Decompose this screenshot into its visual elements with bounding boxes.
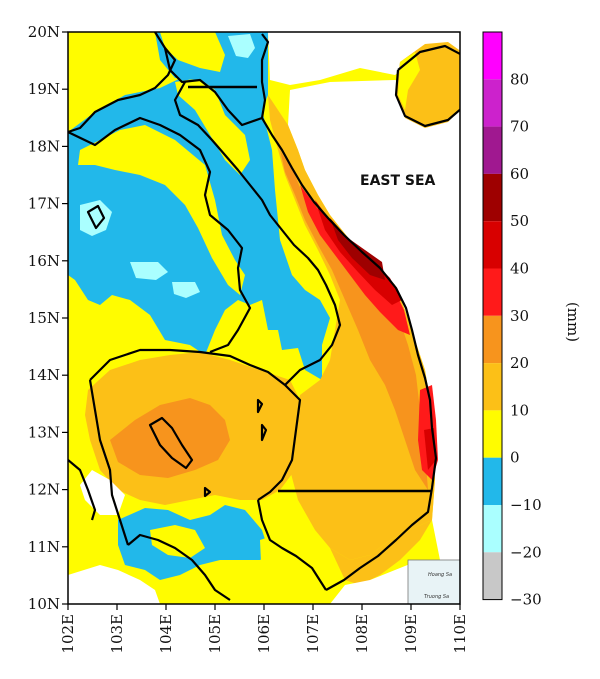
- east-sea-area: [288, 80, 460, 604]
- colorbar-frame: [482, 31, 503, 601]
- colorbar-tick-label: 70: [510, 118, 529, 136]
- lon-tick-label: 105E: [206, 614, 224, 654]
- east-sea-label: EAST SEA: [360, 173, 436, 189]
- colorbar-tick-label: −20: [510, 543, 542, 561]
- light-cyan-spot-north: [228, 34, 255, 58]
- colorbar-swatch: [483, 221, 502, 269]
- colorbar-tick-label: −10: [510, 496, 542, 514]
- colorbar-swatch: [483, 79, 502, 127]
- country-boundaries: [68, 32, 460, 601]
- lat-tick-label: 15N: [28, 309, 60, 327]
- lat-tick-label: 12N: [28, 481, 60, 499]
- map-plot-area: Hoang Sa Truong Sa: [68, 32, 460, 604]
- lat-tick-label: 19N: [28, 80, 60, 98]
- colorbar-swatch: [483, 410, 502, 458]
- lon-tick-label: 104E: [157, 614, 175, 654]
- colorbar: 80 70 60 50 40 30 20 10 0 −10 −20 −30: [482, 31, 542, 609]
- lon-tick-label: 110E: [451, 614, 469, 654]
- lon-tick-label: 102E: [59, 614, 77, 654]
- colorbar-swatch: [483, 363, 502, 411]
- latitude-axis: 20N 19N 18N 17N 16N 15N 14N 13N 12N 11N 10N: [28, 23, 68, 613]
- lat-tick-label: 20N: [28, 23, 60, 41]
- lat-tick-label: 11N: [28, 538, 60, 556]
- islands-inset-box: [407, 559, 460, 604]
- lat-tick-label: 18N: [28, 137, 60, 155]
- lat-tick-label: 10N: [28, 595, 60, 613]
- colorbar-swatch: [483, 315, 502, 364]
- lon-tick-label: 108E: [353, 614, 371, 654]
- inset-label-truong-sa: Truong Sa: [424, 594, 449, 600]
- colorbar-swatch: [483, 173, 502, 222]
- longitude-axis: 102E 103E 104E 105E 106E 107E 108E 109E 110E: [59, 604, 469, 654]
- inset-label-hoang-sa: Hoang Sa: [428, 572, 452, 578]
- lat-tick-label: 13N: [28, 423, 60, 441]
- light-cyan-spot-west: [80, 200, 112, 236]
- colorbar-swatch: [483, 126, 502, 174]
- colorbar-unit-label: (mm): [564, 302, 582, 342]
- colorbar-swatch: [483, 505, 502, 553]
- colorbar-tick-label: 0: [510, 449, 520, 467]
- colorbar-tick-label: −30: [510, 591, 542, 609]
- lat-tick-label: 14N: [28, 366, 60, 384]
- colorbar-swatch: [483, 32, 502, 80]
- colorbar-tick-label: 20: [510, 354, 529, 372]
- colorbar-tick-label: 40: [510, 260, 529, 278]
- colorbar-swatch: [483, 457, 502, 505]
- colorbar-swatch: [483, 268, 502, 316]
- lon-tick-label: 109E: [402, 614, 420, 654]
- lat-tick-label: 16N: [28, 252, 60, 270]
- colorbar-swatch: [483, 552, 502, 600]
- colorbar-tick-label: 80: [510, 70, 529, 88]
- colorbar-tick-label: 50: [510, 212, 529, 230]
- colorbar-tick-label: 30: [510, 307, 529, 325]
- colorbar-tick-label: 10: [510, 401, 529, 419]
- lon-tick-label: 106E: [255, 614, 273, 654]
- lon-tick-label: 103E: [108, 614, 126, 654]
- colorbar-tick-label: 60: [510, 165, 529, 183]
- lon-tick-label: 107E: [304, 614, 322, 654]
- lat-tick-label: 17N: [28, 195, 60, 213]
